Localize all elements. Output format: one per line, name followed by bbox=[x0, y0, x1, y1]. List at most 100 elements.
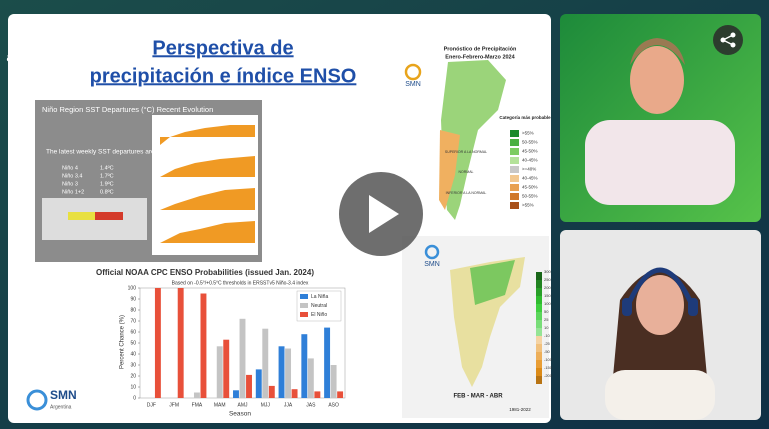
scale-swatch bbox=[536, 336, 542, 344]
legend-label: 50-55% bbox=[522, 194, 538, 199]
legend-title: Categoría más probable bbox=[499, 115, 551, 120]
bar bbox=[337, 391, 344, 398]
legend-swatch bbox=[510, 166, 519, 173]
y-tick-label: 60 bbox=[130, 329, 136, 335]
y-tick-label: 40 bbox=[130, 351, 136, 357]
legend-label: 45-50% bbox=[522, 149, 538, 154]
bar bbox=[177, 288, 184, 398]
play-button[interactable] bbox=[339, 172, 423, 256]
sst-value: 0.8ºC bbox=[100, 188, 114, 195]
smn-name: SMN bbox=[50, 388, 77, 402]
share-button[interactable] bbox=[713, 25, 743, 55]
guest-video bbox=[560, 230, 761, 420]
y-tick-label: 0 bbox=[133, 395, 136, 401]
legend-swatch bbox=[510, 130, 519, 137]
sst-region: Niño 3 bbox=[62, 181, 78, 187]
bar bbox=[154, 288, 161, 398]
legend-swatch bbox=[510, 202, 519, 209]
y-tick-label: 10 bbox=[130, 384, 136, 390]
scale-swatch bbox=[536, 352, 542, 360]
scale-swatch bbox=[536, 272, 542, 280]
legend-swatch bbox=[510, 148, 519, 155]
map-title: Pronóstico de Precipitación bbox=[444, 46, 517, 52]
bar bbox=[246, 374, 252, 398]
bar bbox=[330, 365, 337, 398]
sst-region: Niño 1+2 bbox=[62, 189, 84, 195]
scale-label: 150 bbox=[544, 293, 551, 298]
x-tick-label: JJA bbox=[284, 402, 293, 408]
sst-value: 1.9ºC bbox=[100, 180, 114, 187]
bar bbox=[233, 390, 239, 398]
map-label: NORMAL bbox=[459, 170, 474, 174]
bar bbox=[291, 389, 298, 398]
scale-label: -200 bbox=[544, 373, 553, 378]
smn-sub: Argentina bbox=[50, 404, 72, 410]
scale-label: 25 bbox=[544, 317, 549, 322]
legend-label: La Niña bbox=[311, 294, 328, 300]
map-period: Enero-Febrero-Marzo 2024 bbox=[445, 54, 515, 60]
scale-swatch bbox=[536, 368, 542, 376]
bar bbox=[268, 385, 275, 398]
legend-label: 45-50% bbox=[522, 185, 538, 190]
sst-timeseries bbox=[152, 115, 258, 255]
legend-swatch bbox=[510, 193, 519, 200]
scale-label: 10 bbox=[544, 325, 549, 330]
y-tick-label: 70 bbox=[130, 318, 136, 324]
legend-swatch bbox=[510, 184, 519, 191]
y-tick-label: 90 bbox=[130, 296, 136, 302]
legend-label: El Niño bbox=[311, 312, 327, 318]
y-tick-label: 80 bbox=[130, 307, 136, 313]
scale-swatch bbox=[536, 320, 542, 328]
scale-label: 100 bbox=[544, 301, 551, 306]
scale-label: 250 bbox=[544, 277, 551, 282]
legend-swatch bbox=[300, 303, 308, 308]
bar bbox=[301, 334, 308, 398]
x-axis-label: Season bbox=[229, 411, 251, 418]
y-tick-label: 50 bbox=[130, 340, 136, 346]
scale-swatch bbox=[536, 312, 542, 320]
bar bbox=[285, 348, 292, 398]
x-tick-label: JFM bbox=[169, 402, 179, 408]
anomaly-map bbox=[470, 260, 515, 305]
forecast-map bbox=[439, 130, 460, 210]
legend-swatch bbox=[510, 157, 519, 164]
x-tick-label: MAM bbox=[214, 402, 226, 408]
legend-swatch bbox=[300, 294, 308, 299]
bar bbox=[239, 318, 246, 398]
scale-swatch bbox=[536, 296, 542, 304]
x-tick-label: FMA bbox=[192, 402, 203, 408]
legend-swatch bbox=[510, 139, 519, 146]
scale-swatch bbox=[536, 304, 542, 312]
map-period: FEB - MAR - ABR bbox=[453, 394, 503, 400]
legend-label: 50-55% bbox=[522, 140, 538, 145]
smn-logo bbox=[404, 63, 422, 81]
map-label: SUPERIOR A LA NORMAL bbox=[445, 150, 487, 154]
scale-swatch bbox=[536, 360, 542, 368]
chart-subtitle: Based on -0.5°/+0.5°C thresholds in ERSS… bbox=[172, 280, 309, 286]
legend-label: >=40% bbox=[522, 167, 536, 172]
legend-swatch bbox=[510, 175, 519, 182]
scale-label: 50 bbox=[544, 309, 549, 314]
y-axis-label: Percent Chance (%) bbox=[120, 315, 126, 369]
scale-label: -100 bbox=[544, 357, 553, 362]
legend-label: >55% bbox=[522, 203, 534, 208]
scale-swatch bbox=[536, 288, 542, 296]
map-base: 1981-2022 bbox=[509, 407, 531, 412]
slide-title: Perspectiva de bbox=[152, 37, 293, 59]
bar bbox=[307, 358, 314, 398]
bar bbox=[314, 391, 321, 398]
bar bbox=[216, 346, 223, 398]
presenter-video bbox=[560, 14, 761, 222]
bar bbox=[255, 369, 262, 398]
chart-title: Official NOAA CPC ENSO Probabilities (is… bbox=[96, 268, 314, 277]
x-tick-label: ASO bbox=[328, 402, 339, 408]
legend-label: 40-45% bbox=[522, 158, 538, 163]
x-tick-label: MJJ bbox=[261, 402, 271, 408]
scale-label: -50 bbox=[544, 349, 551, 354]
scale-swatch bbox=[536, 328, 542, 336]
scale-label: -150 bbox=[544, 365, 553, 370]
bar bbox=[262, 328, 269, 398]
scale-swatch bbox=[536, 280, 542, 288]
slide-title: precipitación e índice ENSO bbox=[90, 65, 357, 87]
